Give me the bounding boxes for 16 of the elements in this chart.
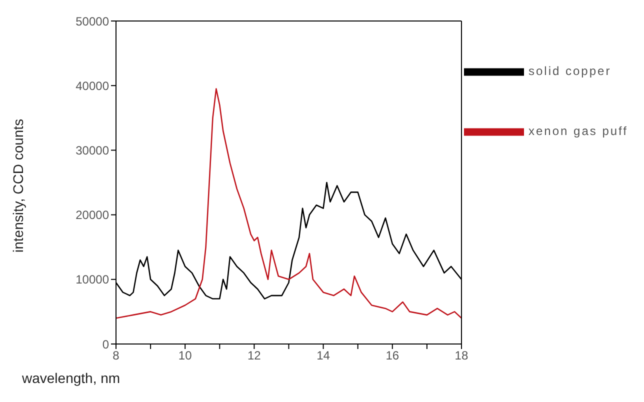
x-tick-label: 18 [454,348,468,363]
y-tick-label: 30000 [76,143,110,158]
y-tick-label: 50000 [76,14,110,28]
x-tick-label: 12 [248,348,262,363]
y-axis-title: intensity, CCD counts [10,118,26,252]
x-axis-title: wavelength, nm [22,370,120,386]
legend-label: solid copper [528,64,612,78]
y-tick-label: 0 [102,337,110,352]
x-tick-label: 10 [178,348,192,363]
x-tick-label: 16 [386,348,400,363]
legend-label: xenon gas puff [528,124,628,138]
y-tick-label: 10000 [76,272,110,287]
x-tick-label: 14 [316,348,330,363]
y-tick-label: 20000 [76,208,110,222]
y-tick-label: 40000 [76,78,110,93]
x-tick-label: 8 [112,348,120,363]
